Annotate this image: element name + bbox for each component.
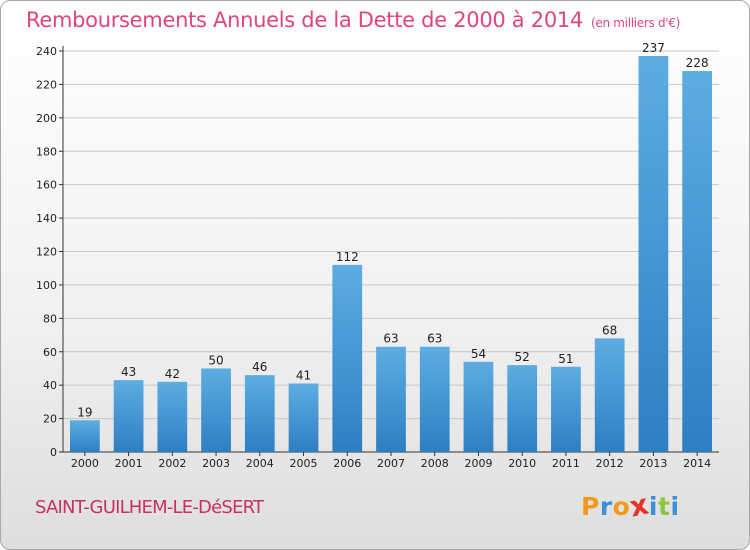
x-tick-label: 2013	[639, 457, 667, 470]
value-label: 50	[208, 353, 223, 367]
axes: 0 20 40 60 80 100 120 140 160 180 200 220 240 2000 200…	[36, 45, 719, 470]
bar	[113, 380, 144, 452]
chart-title-text: Remboursements Annuels de la Dette de 20…	[26, 8, 583, 32]
x-tick-label: 2000	[71, 457, 99, 470]
bar	[201, 368, 231, 452]
bar	[551, 366, 581, 452]
x-tick-label: 2007	[377, 457, 405, 470]
x-tick-label: 2009	[464, 457, 492, 470]
y-tick-label: 160	[36, 179, 57, 192]
x-tick-label: 2010	[508, 457, 536, 470]
value-label: 54	[471, 347, 486, 361]
bar	[288, 383, 319, 452]
bar	[157, 381, 188, 452]
bar	[419, 346, 450, 452]
bar	[507, 365, 538, 452]
bar	[682, 71, 713, 453]
y-tick-label: 120	[36, 246, 57, 259]
value-label: 46	[252, 360, 267, 374]
x-tick-label: 2014	[683, 457, 711, 470]
value-label: 42	[165, 367, 180, 381]
value-label: 41	[296, 368, 311, 382]
x-tick-label: 2002	[158, 457, 186, 470]
logo-letter: t	[658, 492, 671, 521]
y-tick-label: 60	[43, 346, 57, 359]
bar	[594, 338, 625, 452]
commune-name: SAINT-GUILHEM-LE-DéSERT	[35, 497, 264, 518]
value-label: 51	[558, 352, 573, 366]
x-tick-label: 2001	[115, 457, 143, 470]
y-tick-label: 220	[36, 78, 57, 91]
bar	[332, 264, 363, 452]
bar	[463, 361, 494, 452]
y-tick-label: 40	[43, 379, 57, 392]
value-label: 63	[427, 332, 442, 346]
x-tick-label: 2004	[246, 457, 274, 470]
y-tick-label: 240	[36, 45, 57, 58]
bar	[376, 346, 406, 452]
logo-letter: i	[648, 492, 658, 521]
bar	[69, 420, 100, 452]
y-tick-label: 0	[50, 446, 57, 459]
chart-unit: (en milliers d'€)	[591, 16, 681, 30]
x-tick-label: 2005	[290, 457, 318, 470]
value-label: 63	[383, 332, 398, 346]
value-label: 68	[602, 323, 617, 337]
y-tick-label: 100	[36, 279, 57, 292]
bar	[638, 56, 669, 452]
x-tick-label: 2008	[421, 457, 449, 470]
logo-letter: P	[581, 492, 600, 521]
value-label: 19	[77, 405, 92, 419]
value-labels: 19 43 42 50 46 41 112 63 63 54 52 51 68 237 228	[77, 41, 708, 419]
proxiti-logo: Proxiti	[581, 487, 680, 523]
y-tick-label: 80	[43, 312, 57, 325]
x-tick-label: 2012	[596, 457, 624, 470]
value-label: 237	[642, 41, 665, 55]
value-label: 43	[121, 365, 136, 379]
bars	[69, 56, 713, 453]
logo-letter: o	[612, 492, 631, 521]
logo-letter: r	[599, 492, 613, 521]
y-tick-label: 20	[43, 413, 57, 426]
y-tick-label: 200	[36, 112, 57, 125]
value-label: 112	[336, 250, 359, 264]
value-label: 52	[515, 350, 530, 364]
y-tick-label: 180	[36, 145, 57, 158]
logo-letter: i	[670, 492, 680, 521]
chart-title: Remboursements Annuels de la Dette de 20…	[26, 8, 680, 32]
bar	[244, 375, 275, 452]
value-label: 228	[686, 56, 709, 70]
x-tick-label: 2011	[552, 457, 580, 470]
x-tick-label: 2003	[202, 457, 230, 470]
y-tick-label: 140	[36, 212, 57, 225]
x-tick-label: 2006	[333, 457, 361, 470]
